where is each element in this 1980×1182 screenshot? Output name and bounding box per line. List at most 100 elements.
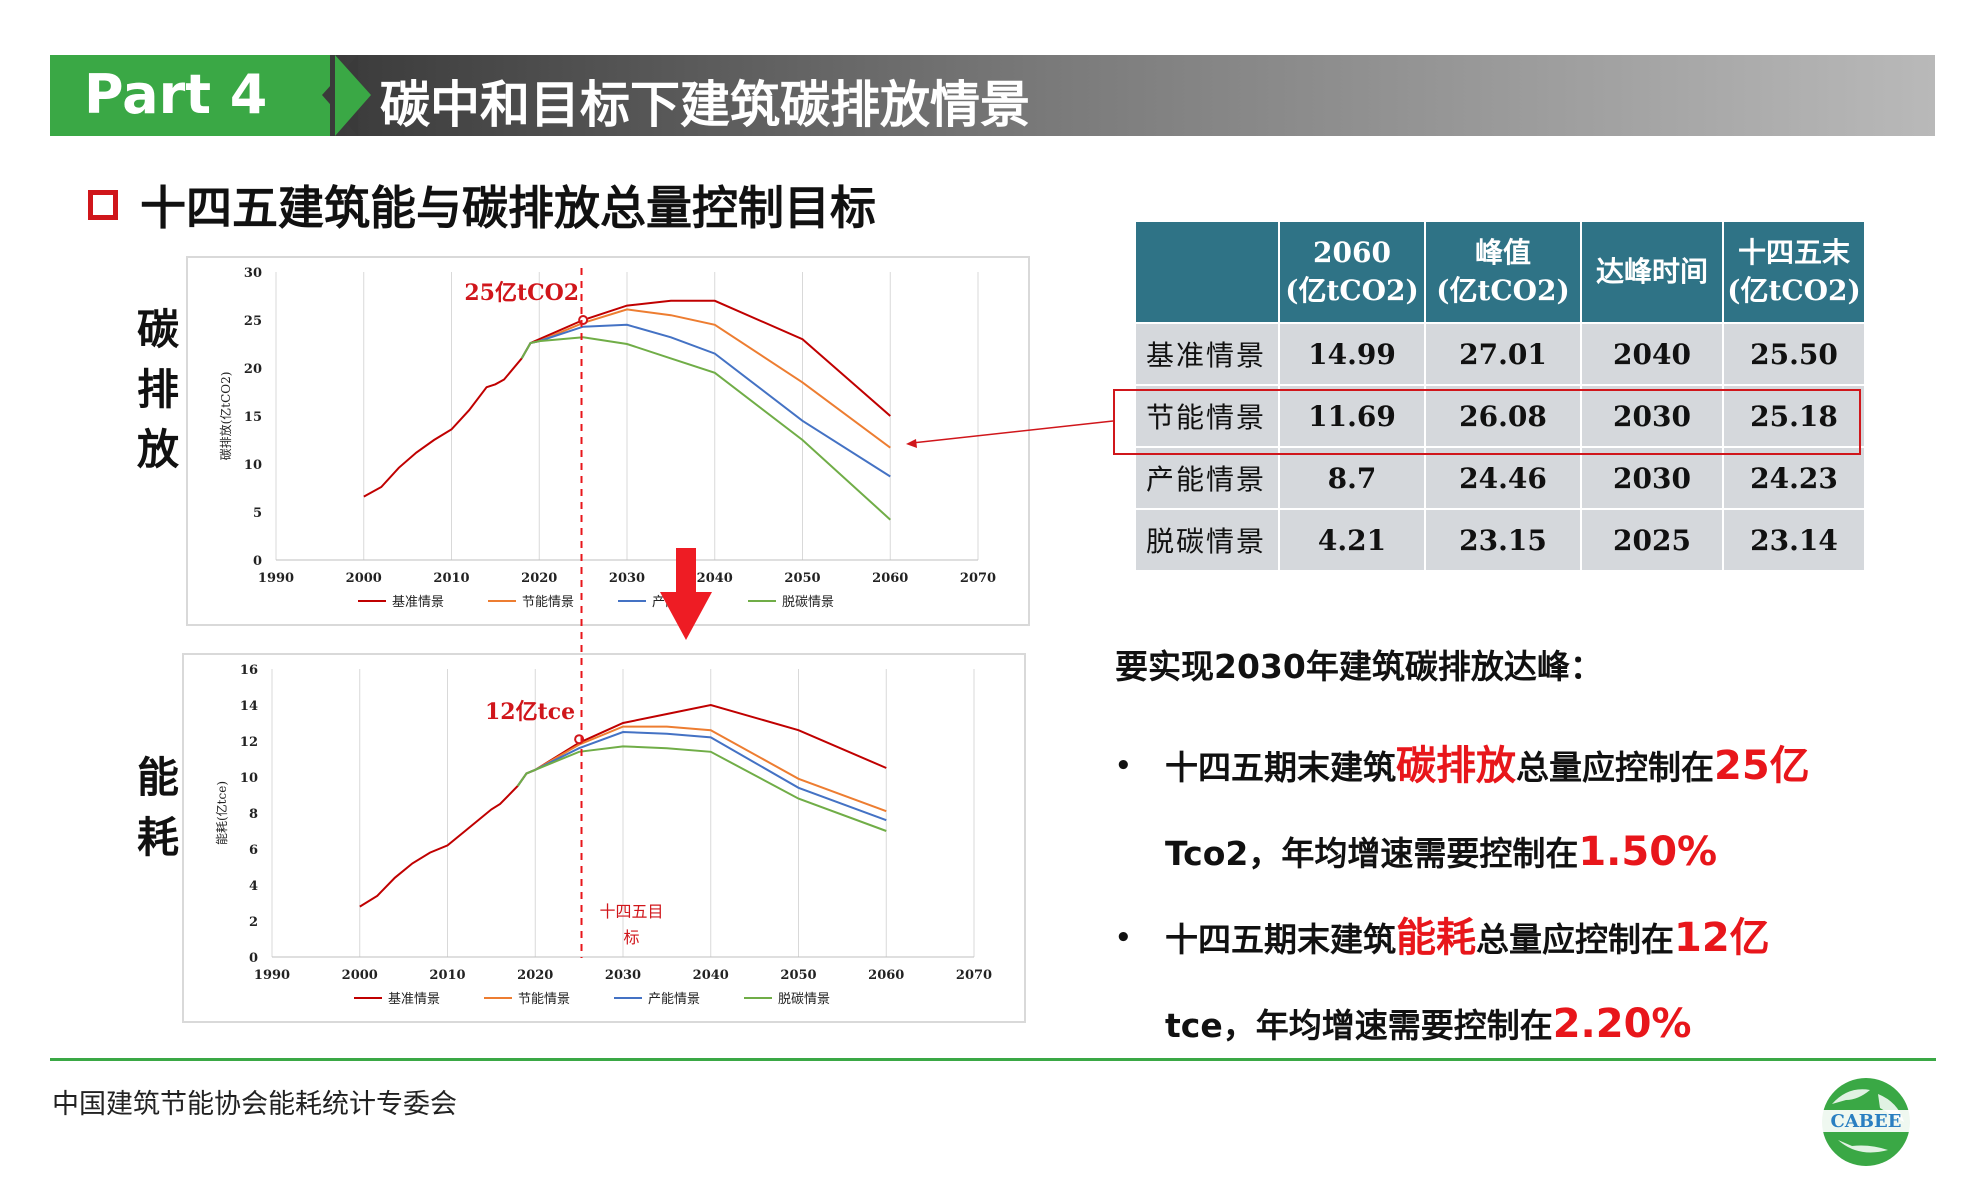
note-highlight: 25亿 [1714,743,1810,789]
footer-org: 中国建筑节能协会能耗统计专委会 [52,1089,457,1120]
series-line [359,703,887,908]
annotation-marker [578,315,589,325]
vline-label: 标 [624,928,640,947]
x-tick-label: 2010 [433,571,469,586]
note-bullet-energy: • 十四五期末建筑能耗总量应控制在12亿 tce，年均增速需要控制在2.20% [1115,896,1935,1068]
notes-intro: 要实现2030年建筑碳排放达峰： [1115,647,1603,686]
note-text: 十四五期末建筑 [1165,920,1396,959]
table-header-cell: 2060 (亿tCO2) [1278,220,1426,324]
y-tick-label: 30 [244,266,262,281]
y-tick-label: 10 [244,458,262,473]
table-cell: 25.18 [1722,384,1866,448]
y-tick-label: 0 [253,554,262,569]
y-tick-label: 16 [240,663,258,678]
note-highlight: 碳排放 [1396,743,1516,789]
note-highlight: 2.20% [1552,1001,1692,1047]
table-row: 产能情景 8.7 24.46 2030 24.23 [1134,446,1866,510]
series-line [363,299,891,498]
table-row: 脱碳情景 4.21 23.15 2025 23.14 [1134,508,1866,572]
x-tick-label: 2070 [956,968,992,983]
bullet-dot-icon: • [1115,923,1132,953]
legend-label: 脱碳情景 [778,992,830,1007]
y-axis-label: 碳排放(亿tCO2) [218,372,233,461]
legend-label: 基准情景 [392,595,444,610]
part-label: Part 4 [84,63,268,126]
y-tick-label: 8 [249,807,258,822]
x-tick-label: 2030 [609,571,645,586]
table-cell: 产能情景 [1134,446,1280,510]
cabee-logo-icon: CABEE [1820,1078,1912,1166]
series-line [520,336,891,521]
table-header-cell: 十四五末 (亿tCO2) [1722,220,1866,324]
carbon-emission-chart: 1990 2000 2010 2020 2030 2040 2050 2060 20700510… [218,266,996,610]
table-cell: 8.7 [1278,446,1426,510]
y-tick-label: 4 [249,879,258,894]
page-title: 碳中和目标下建筑碳排放情景 [380,76,1030,134]
table-cell: 4.21 [1278,508,1426,572]
table-cell: 基准情景 [1134,322,1280,386]
table-cell: 25.50 [1722,322,1866,386]
series-line [520,323,891,478]
note-highlight: 1.50% [1578,829,1718,875]
x-tick-label: 2040 [697,571,733,586]
table-cell: 26.08 [1424,384,1582,448]
x-tick-label: 2030 [605,968,641,983]
y-tick-label: 15 [244,410,262,425]
x-tick-label: 2020 [517,968,553,983]
series-line [516,725,887,813]
carbon-chart-frame: 1990 2000 2010 2020 2030 2040 2050 2060 2070 0 5 10… [186,256,1030,626]
energy-side-label: 能耗 [136,753,179,862]
y-tick-label: 14 [240,699,258,714]
y-tick-label: 12 [240,735,258,750]
series-line [520,308,891,449]
x-tick-label: 2010 [429,968,465,983]
table-cell: 23.15 [1424,508,1582,572]
table-cell: 14.99 [1278,322,1426,386]
x-tick-label: 2060 [868,968,904,983]
annotation-marker [574,734,585,745]
annotation-label: 12亿tce [485,699,575,725]
note-bullet-carbon: • 十四五期末建筑碳排放总量应控制在25亿 Tco2，年均增速需要控制在1.50… [1115,724,1935,896]
table-cell: 27.01 [1424,322,1582,386]
footer-divider [50,1058,1936,1061]
y-tick-label: 6 [249,843,258,858]
table-cell: 节能情景 [1134,384,1280,448]
x-tick-label: 2050 [780,968,816,983]
table-row: 节能情景 11.69 26.08 2030 25.18 [1134,384,1866,448]
note-text: 总量应控制在 [1516,748,1714,787]
legend-label: 产能情景 [648,992,700,1007]
x-tick-label: 2070 [960,571,996,586]
x-tick-label: 2040 [693,968,729,983]
y-axis-label: 能耗(亿tce) [214,781,229,845]
x-tick-label: 2020 [521,571,557,586]
logo-text: CABEE [1831,1111,1902,1132]
y-tick-label: 5 [253,506,262,521]
legend-label: 基准情景 [388,992,440,1007]
highlight-row-box [1113,389,1861,455]
y-tick-label: 2 [249,915,258,930]
table-cell: 脱碳情景 [1134,508,1280,572]
vline-label: 十四五目 [600,902,664,921]
note-text: 十四五期末建筑 [1165,748,1396,787]
table-cell: 23.14 [1722,508,1866,572]
y-tick-label: 20 [244,362,262,377]
table-header-cell [1134,220,1280,324]
header-banner: Part 4 碳中和目标下建筑碳排放情景 [50,55,1935,136]
scenario-table: 2060 (亿tCO2) 峰值 (亿tCO2) 达峰时间 十四五末 (亿tCO2… [1134,220,1866,572]
energy-chart-frame: 1990 2000 2010 2020 2030 2040 2050 2060 2070 0 2 4 6… [182,653,1026,1023]
table-cell: 2025 [1580,508,1724,572]
note-text: tce，年均增速需要控制在 [1165,1006,1553,1045]
x-tick-label: 2050 [784,571,820,586]
table-cell: 2030 [1580,384,1724,448]
down-arrow-icon [660,548,712,640]
banner-gray-band [330,55,1935,136]
table-cell: 2030 [1580,446,1724,510]
notes-block: 要实现2030年建筑碳排放达峰： • 十四五期末建筑碳排放总量应控制在25亿 T… [1115,640,1935,1068]
section-title: 十四五建筑能与碳排放总量控制目标 [140,181,876,235]
y-tick-label: 25 [244,314,262,329]
x-tick-label: 2000 [342,968,378,983]
note-text: 总量应控制在 [1476,920,1674,959]
x-tick-label: 2000 [346,571,382,586]
table-cell: 24.46 [1424,446,1582,510]
x-tick-label: 1990 [254,968,290,983]
